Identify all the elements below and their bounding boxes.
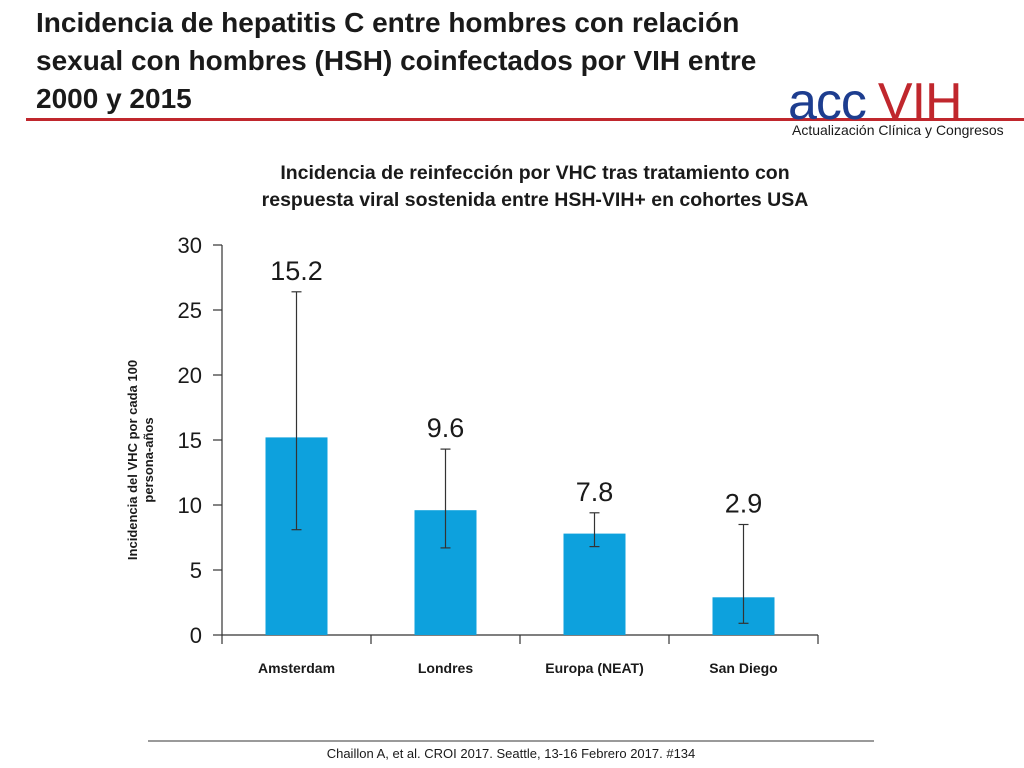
slide-title-line-1: Incidencia de hepatitis C entre hombres … xyxy=(36,7,740,38)
data-label: 7.8 xyxy=(576,477,614,507)
data-label: 15.2 xyxy=(270,256,323,286)
chart-title-line-1: Incidencia de reinfección por VHC tras t… xyxy=(280,162,790,184)
x-tick-label: San Diego xyxy=(709,660,777,676)
logo-acc-text: acc xyxy=(788,73,867,131)
acc-vih-logo: acc VIH Actualización Clínica y Congresos xyxy=(788,76,1004,144)
logo-vih-text: VIH xyxy=(877,73,963,131)
y-tick-label: 30 xyxy=(178,233,202,258)
y-tick-label: 5 xyxy=(190,558,202,583)
slide-title: Incidencia de hepatitis C entre hombres … xyxy=(36,4,816,118)
chart-title-line-2: respuesta viral sostenida entre HSH-VIH+… xyxy=(261,189,809,211)
y-tick-label: 20 xyxy=(178,363,202,388)
y-tick-label: 10 xyxy=(178,493,202,518)
x-tick-label: Amsterdam xyxy=(258,660,335,676)
y-tick-label: 15 xyxy=(178,428,202,453)
data-label: 2.9 xyxy=(725,489,763,519)
slide-title-line-2: sexual con hombres (HSH) coinfectados po… xyxy=(36,45,757,76)
y-axis-label-line-2: persona-años xyxy=(141,417,156,502)
y-axis-label-line-1: Incidencia del VHC por cada 100 xyxy=(125,360,140,560)
y-tick-label: 0 xyxy=(190,623,202,648)
slide-title-line-3: 2000 y 2015 xyxy=(36,83,192,114)
x-tick-label: Europa (NEAT) xyxy=(545,660,644,676)
logo-tagline: Actualización Clínica y Congresos xyxy=(792,122,1004,138)
chart-title: Incidencia de reinfección por VHC tras t… xyxy=(160,160,910,214)
footer-citation: Chaillon A, et al. CROI 2017. Seattle, 1… xyxy=(326,746,696,761)
data-label: 9.6 xyxy=(427,413,465,443)
logo-wordmark: acc VIH xyxy=(788,73,963,131)
bar-europa-neat- xyxy=(563,533,626,635)
x-tick-label: Londres xyxy=(418,660,473,676)
footer-divider xyxy=(148,740,874,742)
title-divider xyxy=(26,118,1024,121)
bar-chart: 0 5 10 15 20 25 30 Incidencia del VHC por cada … xyxy=(125,233,819,676)
y-tick-label: 25 xyxy=(178,298,202,323)
